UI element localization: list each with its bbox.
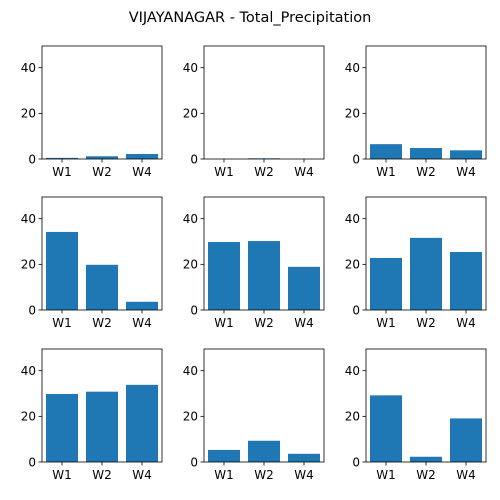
x-tick-label: W4 — [132, 165, 152, 179]
bar-w1 — [46, 231, 78, 310]
bar-w2 — [410, 237, 442, 310]
y-tick-label: 0 — [190, 303, 198, 317]
y-tick-label: 20 — [345, 410, 360, 424]
y-tick-label: 0 — [352, 152, 360, 166]
y-tick-label: 40 — [21, 212, 36, 226]
bar-w2 — [248, 440, 280, 462]
axes-frame — [41, 45, 163, 160]
y-tick-label: 0 — [352, 303, 360, 317]
bar-w2 — [410, 148, 442, 159]
x-tick-label: W1 — [214, 316, 234, 330]
y-tick-label: 40 — [183, 61, 198, 75]
x-tick-label: W2 — [254, 468, 274, 482]
subplot-7: 0 20 40 W1 W2 W4 — [21, 348, 163, 482]
x-tick-label: W2 — [254, 316, 274, 330]
x-tick-label: W4 — [294, 165, 314, 179]
y-tick-label: 20 — [183, 107, 198, 121]
bar-w2 — [86, 156, 118, 159]
y-tick-label: 40 — [345, 61, 360, 75]
subplot-3: 0 20 40 W1 W2 W4 — [345, 45, 487, 179]
x-tick-label: W4 — [132, 468, 152, 482]
axes-frame — [203, 45, 325, 160]
bar-w1 — [370, 144, 402, 159]
bar-w2 — [248, 241, 280, 310]
subplot-2: 0 20 40 W1 W2 W4 — [183, 45, 325, 179]
y-tick-label: 40 — [345, 212, 360, 226]
subplot-4: 0 20 40 W1 W2 W4 — [21, 196, 163, 330]
bar-w1 — [46, 157, 78, 159]
bar-w2 — [86, 264, 118, 310]
x-tick-label: W4 — [132, 316, 152, 330]
bar-w4 — [126, 384, 158, 462]
y-tick-label: 0 — [28, 152, 36, 166]
subplot-grid: 0 20 40 W1 W2 W4 0 20 40 W1 W2 W4 0 20 40 W1 W2 W4 0 20 40 W1… — [21, 45, 487, 482]
x-tick-label: W4 — [294, 316, 314, 330]
y-tick-label: 20 — [183, 258, 198, 272]
y-tick-label: 0 — [28, 455, 36, 469]
x-tick-label: W2 — [92, 165, 112, 179]
y-tick-label: 0 — [190, 455, 198, 469]
bar-w4 — [126, 301, 158, 310]
subplot-6: 0 20 40 W1 W2 W4 — [345, 196, 487, 330]
bar-w4 — [450, 418, 482, 462]
bar-w1 — [370, 257, 402, 310]
bar-w1 — [46, 393, 78, 462]
bar-w2 — [86, 391, 118, 462]
subplot-9: 0 20 40 W1 W2 W4 — [345, 348, 487, 482]
subplot-5: 0 20 40 W1 W2 W4 — [183, 196, 325, 330]
x-tick-label: W1 — [52, 468, 72, 482]
x-tick-label: W2 — [92, 316, 112, 330]
bar-w1 — [208, 241, 240, 310]
bar-w4 — [288, 453, 320, 462]
bar-w1 — [208, 449, 240, 462]
y-tick-label: 40 — [183, 364, 198, 378]
x-tick-label: W4 — [456, 165, 476, 179]
x-tick-label: W4 — [456, 468, 476, 482]
figure-title: VIJAYANAGAR - Total_Precipitation — [129, 10, 372, 26]
x-tick-label: W1 — [376, 165, 396, 179]
y-tick-label: 40 — [21, 364, 36, 378]
x-tick-label: W2 — [416, 165, 436, 179]
x-tick-label: W1 — [52, 165, 72, 179]
y-tick-label: 20 — [21, 258, 36, 272]
axes-frame — [365, 45, 487, 160]
y-tick-label: 40 — [345, 364, 360, 378]
x-tick-label: W4 — [294, 468, 314, 482]
y-tick-label: 40 — [183, 212, 198, 226]
x-tick-label: W4 — [456, 316, 476, 330]
bar-w4 — [450, 252, 482, 310]
y-tick-label: 20 — [183, 410, 198, 424]
x-tick-label: W1 — [376, 468, 396, 482]
bar-w4 — [288, 266, 320, 310]
bar-w4 — [450, 150, 482, 159]
bar-w1 — [370, 395, 402, 462]
x-tick-label: W2 — [92, 468, 112, 482]
subplot-1: 0 20 40 W1 W2 W4 — [21, 45, 163, 179]
x-tick-label: W1 — [52, 316, 72, 330]
x-tick-label: W1 — [214, 468, 234, 482]
bar-w2 — [410, 456, 442, 462]
bar-w4 — [126, 153, 158, 159]
y-tick-label: 0 — [352, 455, 360, 469]
x-tick-label: W2 — [254, 165, 274, 179]
y-tick-label: 20 — [345, 258, 360, 272]
x-tick-label: W2 — [416, 468, 436, 482]
y-tick-label: 20 — [21, 107, 36, 121]
subplot-8: 0 20 40 W1 W2 W4 — [183, 348, 325, 482]
x-tick-label: W1 — [214, 165, 234, 179]
x-tick-label: W1 — [376, 316, 396, 330]
y-tick-label: 40 — [21, 61, 36, 75]
y-tick-label: 20 — [345, 107, 360, 121]
y-tick-label: 20 — [21, 410, 36, 424]
y-tick-label: 0 — [190, 152, 198, 166]
y-tick-label: 0 — [28, 303, 36, 317]
x-tick-label: W2 — [416, 316, 436, 330]
